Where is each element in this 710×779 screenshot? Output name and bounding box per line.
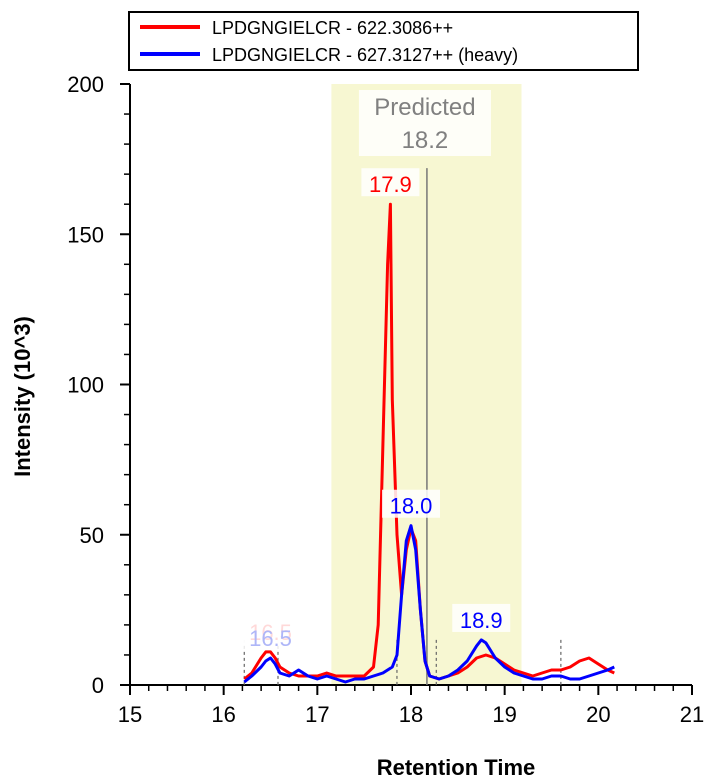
x-tick-label: 15 <box>118 702 142 727</box>
peak-label-2: 16.5 <box>241 621 300 651</box>
legend-label: LPDGNGIELCR - 622.3086++ <box>212 18 453 38</box>
x-axis-title: Retention Time <box>377 755 536 779</box>
peak-label-3: 17.9 <box>361 168 420 197</box>
y-axis-title: Intensity (10^3) <box>10 316 35 477</box>
legend-item-2: LPDGNGIELCR - 627.3127++ (heavy) <box>140 45 518 65</box>
predicted-value: 18.2 <box>402 127 449 154</box>
svg-text:16.5: 16.5 <box>249 626 292 651</box>
predicted-label: Predicted <box>374 94 475 121</box>
x-tick-label: 18 <box>399 702 423 727</box>
peak-label-5: 18.9 <box>452 603 511 633</box>
svg-text:18.0: 18.0 <box>390 494 433 519</box>
y-tick-label: 100 <box>67 373 104 398</box>
y-tick-label: 0 <box>92 673 104 698</box>
predicted-label-box <box>358 90 491 156</box>
y-tick-label: 200 <box>67 72 104 97</box>
series-line-2 <box>243 524 615 684</box>
legend-item-1: LPDGNGIELCR - 622.3086++ <box>140 18 453 38</box>
x-tick-label: 20 <box>586 702 610 727</box>
y-tick-label: 50 <box>80 523 104 548</box>
x-tick-label: 19 <box>492 702 516 727</box>
series-line-1 <box>243 202 615 681</box>
legend-label: LPDGNGIELCR - 627.3127++ (heavy) <box>212 45 518 65</box>
x-tick-label: 21 <box>680 702 704 727</box>
svg-text:17.9: 17.9 <box>369 172 412 197</box>
peak-label-4: 18.0 <box>382 489 440 519</box>
y-tick-label: 150 <box>67 222 104 247</box>
svg-text:18.9: 18.9 <box>460 608 503 633</box>
x-tick-label: 16 <box>211 702 235 727</box>
x-tick-label: 17 <box>305 702 329 727</box>
legend-box <box>128 11 639 71</box>
